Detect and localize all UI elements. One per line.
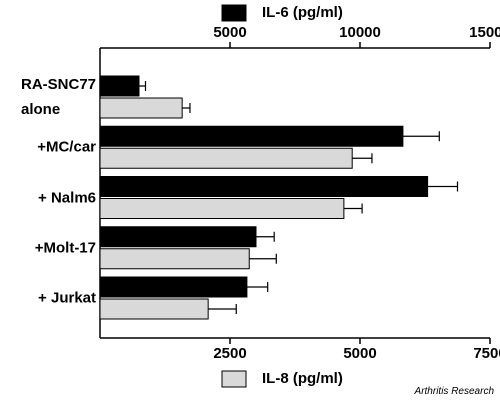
source: Arthritis Research <box>414 386 494 397</box>
category-label: +MC/car <box>37 138 96 156</box>
category-label: + Nalm6 <box>38 189 96 206</box>
x2-tick-label: 10000 <box>339 24 381 41</box>
error-bar <box>249 253 277 264</box>
legend-label: IL-6 (pg/ml) <box>262 4 343 21</box>
error-bar <box>352 153 373 164</box>
bar <box>99 298 209 320</box>
bar <box>99 176 429 197</box>
legend-swatch <box>221 370 247 388</box>
x2-tick-label: 15000 <box>469 24 500 41</box>
x-tick-label: 5000 <box>343 345 376 362</box>
error-bar <box>139 81 147 91</box>
category-label: + Jurkat <box>38 289 96 307</box>
error-bar <box>427 181 459 192</box>
bar <box>99 147 353 169</box>
x-tick-label: 2500 <box>213 345 246 362</box>
error-bar <box>182 103 191 113</box>
bar <box>99 276 248 298</box>
category-label: +Molt-17 <box>34 239 96 257</box>
error-bar <box>343 203 363 214</box>
bar <box>99 97 183 119</box>
error-bar <box>256 231 275 242</box>
bar <box>99 75 140 97</box>
error-bar <box>402 131 440 142</box>
bar <box>99 198 345 219</box>
category-label: RA-SNC77 alone <box>20 76 96 118</box>
legend-label: IL-8 (pg/ml) <box>262 370 343 387</box>
bar <box>99 248 250 270</box>
error-bar <box>246 282 269 292</box>
x-tick-label: 7500 <box>473 345 500 362</box>
bar <box>99 226 257 248</box>
x2-tick-label: 5000 <box>213 24 246 41</box>
legend-swatch <box>221 4 247 22</box>
error-bar <box>208 304 237 314</box>
bar <box>99 125 404 147</box>
